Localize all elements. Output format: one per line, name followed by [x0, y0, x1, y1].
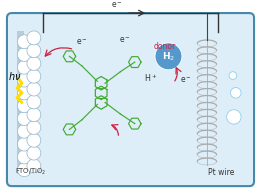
Circle shape	[17, 86, 31, 100]
Circle shape	[229, 72, 237, 79]
Circle shape	[27, 108, 41, 122]
Circle shape	[17, 163, 31, 177]
Circle shape	[17, 73, 31, 87]
Text: e$^-$: e$^-$	[76, 37, 88, 47]
Circle shape	[227, 110, 241, 124]
Circle shape	[17, 124, 31, 138]
Circle shape	[27, 146, 41, 160]
Circle shape	[27, 44, 41, 58]
Circle shape	[27, 121, 41, 134]
Text: e$^-$: e$^-$	[111, 1, 122, 10]
Circle shape	[17, 112, 31, 125]
Circle shape	[27, 82, 41, 96]
Circle shape	[155, 43, 182, 70]
Circle shape	[27, 159, 41, 173]
Circle shape	[17, 137, 31, 151]
Text: Pt wire: Pt wire	[208, 167, 235, 177]
Circle shape	[17, 150, 31, 164]
Text: FTO/TiO$_2$: FTO/TiO$_2$	[15, 166, 45, 177]
Text: e$^-$: e$^-$	[119, 35, 131, 45]
Circle shape	[230, 88, 241, 98]
Text: donor: donor	[154, 42, 176, 51]
Text: $h\nu$: $h\nu$	[8, 70, 21, 81]
Circle shape	[27, 95, 41, 109]
Circle shape	[17, 48, 31, 61]
Circle shape	[27, 57, 41, 70]
Circle shape	[17, 99, 31, 113]
Bar	[16, 31, 24, 174]
Text: H$_2$: H$_2$	[162, 50, 175, 63]
Circle shape	[17, 60, 31, 74]
Circle shape	[17, 35, 31, 49]
Text: H$^+$: H$^+$	[145, 73, 158, 84]
Circle shape	[27, 133, 41, 147]
Circle shape	[27, 31, 41, 45]
FancyBboxPatch shape	[7, 13, 254, 186]
Text: e$^-$: e$^-$	[180, 76, 192, 85]
Circle shape	[27, 69, 41, 83]
